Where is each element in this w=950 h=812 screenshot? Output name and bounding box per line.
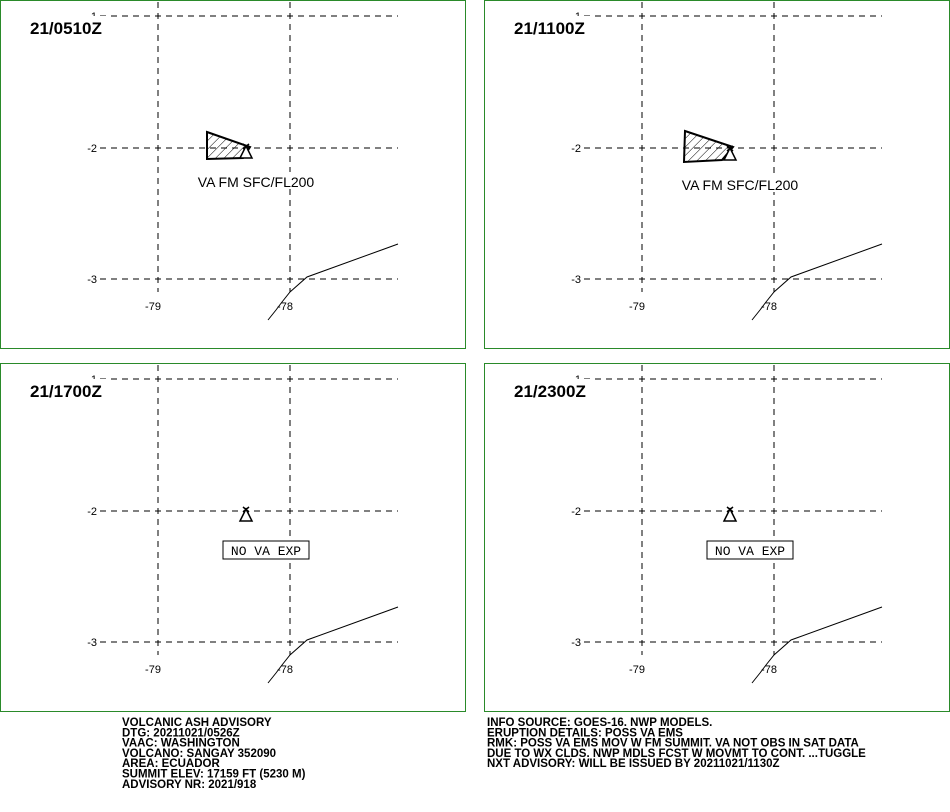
longitude-label: -79 <box>629 301 645 313</box>
valid-time: 21/1100Z <box>514 19 585 38</box>
advisory-line: INFO SOURCE: GOES-16. NWP MODELS. <box>487 717 712 729</box>
advisory-line: SUMMIT ELEV: 17159 FT (5230 M) <box>122 769 306 781</box>
ash-cloud <box>682 129 735 164</box>
volcano-symbol <box>238 143 254 159</box>
no-ash-label: NO VA EXP <box>715 544 785 559</box>
volcano-symbol <box>722 506 738 522</box>
latitude-label: -3 <box>87 637 97 649</box>
no-ash-label: NO VA EXP <box>231 544 301 559</box>
latitude-label: -2 <box>571 143 581 155</box>
longitude-label: -79 <box>629 664 645 676</box>
time-bg <box>512 16 592 38</box>
cloud-label: VA FM SFC/FL200 <box>682 177 799 193</box>
label-bg <box>674 175 809 192</box>
advisory-line: VAAC: WASHINGTON <box>122 738 240 750</box>
valid-time: 21/1700Z <box>30 382 102 401</box>
time-bg <box>28 16 108 38</box>
latitude-label: -2 <box>87 143 97 155</box>
time-bg <box>512 379 592 401</box>
longitude-label: -78 <box>277 301 293 313</box>
time-bg <box>28 379 108 401</box>
cloud-label: VA FM SFC/FL200 <box>198 174 315 190</box>
label-bg <box>190 172 325 189</box>
latitude-label: -3 <box>87 274 97 286</box>
longitude-label: -78 <box>277 664 293 676</box>
longitude-label: -78 <box>761 301 777 313</box>
coastline <box>267 606 399 684</box>
coastline <box>751 606 883 684</box>
volcano-symbol <box>722 145 738 161</box>
advisory-line: ADVISORY NR: 2021/918 <box>122 779 257 791</box>
longitude-label: -79 <box>145 301 161 313</box>
panel-frame <box>0 0 466 349</box>
valid-time: 21/2300Z <box>514 382 586 401</box>
latitude-label: -2 <box>571 506 581 518</box>
advisory-line: ERUPTION DETAILS: POSS VA EMS <box>487 727 683 739</box>
latitude-label: -3 <box>571 274 581 286</box>
advisory-line: AREA: ECUADOR <box>122 758 220 770</box>
coastline <box>751 243 883 321</box>
advisory-line: DUE TO WX CLDS. NWP MDLS FCST W MOVMT TO… <box>487 748 866 760</box>
advisory-line: NXT ADVISORY: WILL BE ISSUED BY 20211021… <box>487 758 780 770</box>
longitude-label: -78 <box>761 664 777 676</box>
panel-frame <box>484 0 950 349</box>
coastline <box>267 243 399 321</box>
panel-frame <box>484 363 950 712</box>
latitude-label: -2 <box>87 506 97 518</box>
volcano-symbol <box>238 506 254 522</box>
label-box <box>222 540 310 560</box>
latitude-label: -3 <box>571 637 581 649</box>
longitude-label: -79 <box>145 664 161 676</box>
valid-time: 21/0510Z <box>30 19 102 38</box>
advisory-line: DTG: 20211021/0526Z <box>122 727 240 739</box>
advisory-line: RMK: POSS VA EMS MOV W FM SUMMIT. VA NOT… <box>487 738 859 750</box>
advisory-line: VOLCANO: SANGAY 352090 <box>122 748 276 760</box>
label-box <box>706 540 794 560</box>
advisory-line: VOLCANIC ASH ADVISORY <box>122 717 272 729</box>
panel-frame <box>0 363 466 712</box>
